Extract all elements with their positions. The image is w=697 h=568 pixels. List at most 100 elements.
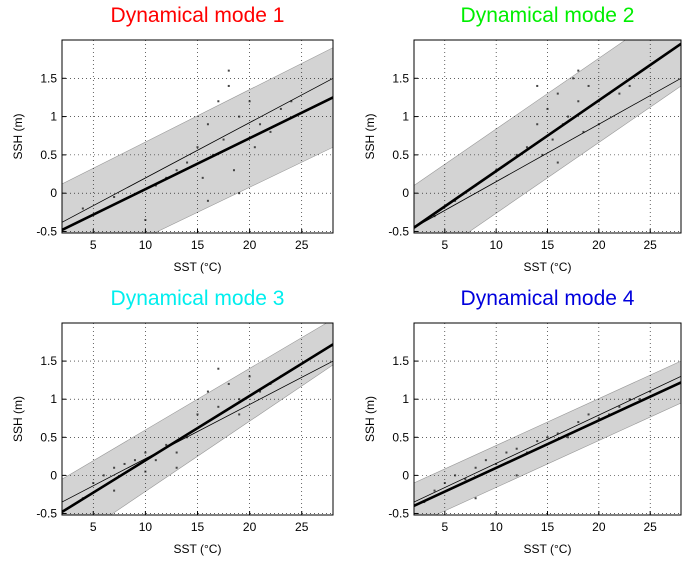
y-tick-label: 0 — [50, 468, 57, 482]
y-tick-label: -0.5 — [388, 506, 409, 520]
data-point — [196, 146, 199, 149]
x-tick-label: 10 — [139, 520, 153, 534]
y-tick-label: 1.5 — [40, 354, 57, 368]
data-point — [567, 115, 570, 118]
data-point — [484, 459, 487, 462]
x-tick-label: 25 — [644, 520, 658, 534]
data-point — [556, 161, 559, 164]
x-tick-label: 20 — [592, 238, 606, 252]
y-tick-label: 1 — [402, 110, 409, 124]
data-point — [227, 382, 230, 385]
y-tick-label: 1.5 — [392, 71, 409, 85]
x-axis-label: SST (°C) — [524, 260, 572, 274]
data-point — [238, 413, 241, 416]
data-point — [113, 466, 116, 469]
y-tick-label: 0.5 — [40, 148, 57, 162]
plot-area — [414, 360, 681, 515]
fit-line — [414, 42, 681, 229]
data-point — [536, 440, 539, 443]
data-point — [587, 413, 590, 416]
data-point — [290, 100, 293, 103]
fit-line — [414, 381, 681, 508]
data-point — [525, 146, 528, 149]
chart-title: Dynamical mode 2 — [461, 4, 635, 27]
y-tick-label: -0.5 — [388, 224, 409, 238]
x-tick-label: 15 — [541, 238, 555, 252]
y-axis-label: SSH (m) — [363, 114, 377, 160]
data-point — [515, 474, 518, 477]
x-tick-label: 20 — [243, 238, 257, 252]
data-point — [618, 405, 621, 408]
data-point — [546, 436, 549, 439]
data-point — [556, 432, 559, 435]
x-axis-label: SST (°C) — [174, 542, 222, 556]
data-point — [113, 196, 116, 199]
data-point — [269, 130, 272, 133]
data-point — [259, 390, 262, 393]
x-tick-label: 10 — [489, 238, 503, 252]
fit-line — [62, 343, 333, 514]
data-point — [628, 398, 631, 401]
data-point — [248, 375, 251, 378]
x-tick-label: 10 — [139, 238, 153, 252]
y-tick-label: 1.5 — [392, 354, 409, 368]
data-point — [175, 451, 178, 454]
data-point — [232, 169, 235, 172]
data-point — [618, 92, 621, 95]
data-point — [464, 478, 467, 481]
y-tick-label: 1.5 — [40, 71, 57, 85]
data-point — [238, 115, 241, 118]
x-tick-label: 15 — [541, 520, 555, 534]
x-tick-label: 15 — [191, 520, 205, 534]
data-point — [638, 398, 641, 401]
y-axis-label: SSH (m) — [11, 114, 25, 160]
x-tick-label: 25 — [295, 238, 309, 252]
data-point — [201, 176, 204, 179]
data-point — [536, 84, 539, 87]
data-point — [597, 417, 600, 420]
data-point — [259, 123, 262, 126]
fit-line — [62, 96, 333, 232]
x-axis-label: SST (°C) — [174, 260, 222, 274]
y-tick-label: 1 — [50, 392, 57, 406]
data-point — [102, 474, 105, 477]
chart-title: Dynamical mode 1 — [111, 4, 285, 27]
data-point — [186, 161, 189, 164]
data-point — [175, 466, 178, 469]
data-point — [567, 436, 570, 439]
data-point — [572, 77, 575, 80]
data-point — [577, 69, 580, 72]
data-point — [551, 138, 554, 141]
data-point — [536, 123, 539, 126]
data-point — [628, 84, 631, 87]
data-point — [175, 169, 178, 172]
y-tick-label: -0.5 — [36, 224, 57, 238]
data-point — [217, 100, 220, 103]
data-point — [454, 474, 457, 477]
data-point — [582, 130, 585, 133]
data-point — [227, 69, 230, 72]
data-point — [217, 405, 220, 408]
x-tick-label: 25 — [295, 520, 309, 534]
data-point — [587, 84, 590, 87]
data-point — [238, 398, 241, 401]
data-point — [248, 100, 251, 103]
data-point — [217, 367, 220, 370]
data-point — [123, 462, 126, 465]
data-point — [206, 199, 209, 202]
data-point — [505, 451, 508, 454]
data-point — [556, 92, 559, 95]
x-axis-label: SST (°C) — [524, 542, 572, 556]
data-point — [154, 459, 157, 462]
y-tick-label: 1 — [50, 110, 57, 124]
data-point — [133, 459, 136, 462]
x-tick-label: 10 — [489, 520, 503, 534]
y-axis-label: SSH (m) — [363, 396, 377, 442]
data-point — [474, 497, 477, 500]
thin-fit-line — [62, 77, 333, 223]
data-point — [253, 146, 256, 149]
